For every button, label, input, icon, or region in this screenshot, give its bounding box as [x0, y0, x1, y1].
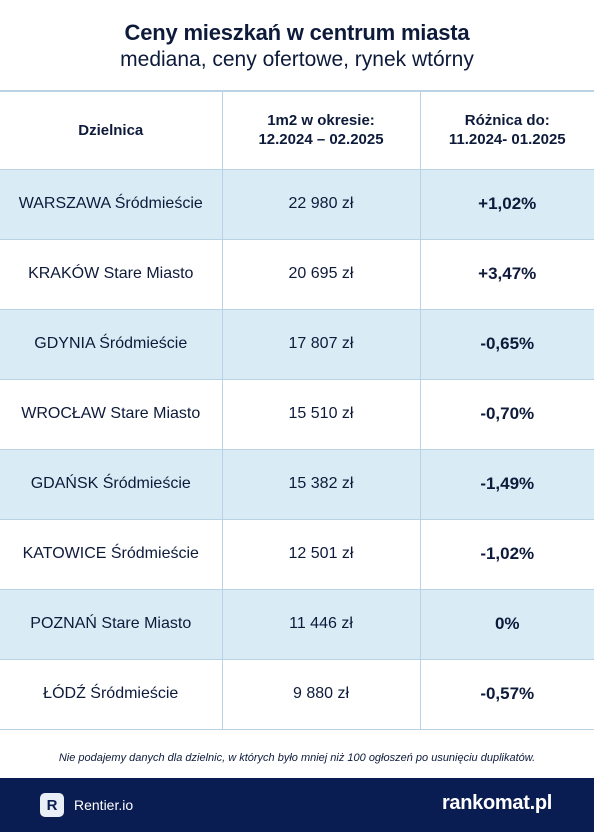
district-cell: POZNAŃ Stare Miasto	[0, 588, 223, 660]
column-header-diff: Różnica do: 11.2024- 01.2025	[419, 90, 594, 170]
footnote: Nie podajemy danych dla dzielnic, w któr…	[58, 752, 536, 764]
table-row: GDYNIA Śródmieście 17 807 zł -0,65%	[0, 308, 594, 380]
rentier-brand: R Rentier.io	[40, 793, 133, 817]
price-cell: 11 446 zł	[221, 588, 421, 660]
price-cell: 9 880 zł	[221, 658, 421, 730]
table-row: ŁÓDŹ Śródmieście 9 880 zł -0,57%	[0, 658, 594, 730]
table-row: POZNAŃ Stare Miasto 11 446 zł 0%	[0, 588, 594, 660]
diff-cell: 0%	[419, 588, 594, 660]
diff-cell: -0,70%	[419, 378, 594, 450]
price-cell: 12 501 zł	[221, 518, 421, 590]
table-row: KATOWICE Śródmieście 12 501 zł -1,02%	[0, 518, 594, 590]
column-header-price: 1m2 w okresie: 12.2024 – 02.2025	[221, 90, 421, 170]
diff-cell: -1,02%	[419, 518, 594, 590]
diff-cell: +3,47%	[419, 238, 594, 310]
column-header-district: Dzielnica	[0, 90, 223, 170]
district-cell: KRAKÓW Stare Miasto	[0, 238, 223, 310]
price-table: Dzielnica 1m2 w okresie: 12.2024 – 02.20…	[0, 90, 594, 730]
rentier-logo-icon: R	[40, 793, 64, 817]
district-cell: KATOWICE Śródmieście	[0, 518, 223, 590]
district-cell: WARSZAWA Śródmieście	[0, 168, 223, 240]
diff-cell: -0,57%	[419, 658, 594, 730]
column-header-price-line1: 1m2 w okresie:	[267, 112, 375, 130]
table-row: WROCŁAW Stare Miasto 15 510 zł -0,70%	[0, 378, 594, 450]
district-cell: ŁÓDŹ Śródmieście	[0, 658, 223, 730]
diff-cell: +1,02%	[419, 168, 594, 240]
table-row: KRAKÓW Stare Miasto 20 695 zł +3,47%	[0, 238, 594, 310]
diff-cell: -1,49%	[419, 448, 594, 520]
header: Ceny mieszkań w centrum miasta mediana, …	[0, 0, 594, 90]
table-header-row: Dzielnica 1m2 w okresie: 12.2024 – 02.20…	[0, 90, 594, 170]
page-subtitle: mediana, ceny ofertowe, rynek wtórny	[120, 48, 474, 71]
price-cell: 20 695 zł	[221, 238, 421, 310]
page-title: Ceny mieszkań w centrum miasta	[124, 20, 470, 45]
price-cell: 17 807 zł	[221, 308, 421, 380]
district-cell: GDAŃSK Śródmieście	[0, 448, 223, 520]
diff-cell: -0,65%	[419, 308, 594, 380]
district-cell: WROCŁAW Stare Miasto	[0, 378, 223, 450]
column-header-diff-line2: 11.2024- 01.2025	[448, 131, 566, 149]
price-cell: 15 382 zł	[221, 448, 421, 520]
column-header-price-line2: 12.2024 – 02.2025	[258, 131, 384, 149]
footer-bar: R Rentier.io rankomat.pl	[0, 778, 594, 832]
rankomat-logo: rankomat.pl	[441, 792, 552, 814]
column-header-district-label: Dzielnica	[78, 121, 144, 139]
district-cell: GDYNIA Śródmieście	[0, 308, 223, 380]
table-row: WARSZAWA Śródmieście 22 980 zł +1,02%	[0, 168, 594, 240]
table-row: GDAŃSK Śródmieście 15 382 zł -1,49%	[0, 448, 594, 520]
rentier-label: Rentier.io	[74, 797, 134, 813]
price-cell: 22 980 zł	[221, 168, 421, 240]
price-cell: 15 510 zł	[221, 378, 421, 450]
column-header-diff-line1: Różnica do:	[464, 112, 550, 130]
